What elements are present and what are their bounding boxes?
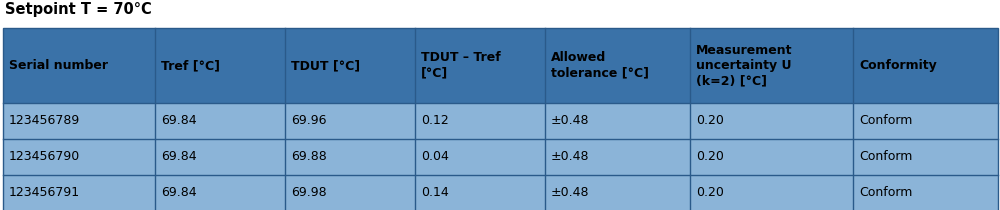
Text: Allowed
tolerance [°C]: Allowed tolerance [°C] — [551, 51, 649, 80]
Text: TDUT [°C]: TDUT [°C] — [291, 59, 360, 72]
Text: Conformity: Conformity — [859, 59, 937, 72]
Bar — [3, 28, 998, 210]
Text: 123456791: 123456791 — [9, 186, 80, 199]
Text: 0.20: 0.20 — [696, 151, 724, 164]
Text: Serial number: Serial number — [9, 59, 108, 72]
Text: Conform: Conform — [859, 186, 912, 199]
Text: 69.96: 69.96 — [291, 114, 326, 127]
Text: 123456789: 123456789 — [9, 114, 80, 127]
Bar — [3, 175, 998, 210]
Text: Conform: Conform — [859, 151, 912, 164]
Text: 123456790: 123456790 — [9, 151, 80, 164]
Text: TDUT – Tref
[°C]: TDUT – Tref [°C] — [421, 51, 501, 80]
Text: ±0.48: ±0.48 — [551, 186, 590, 199]
Text: 69.98: 69.98 — [291, 186, 327, 199]
Text: 0.20: 0.20 — [696, 114, 724, 127]
Text: 69.88: 69.88 — [291, 151, 327, 164]
Text: 0.04: 0.04 — [421, 151, 449, 164]
Text: Tref [°C]: Tref [°C] — [161, 59, 220, 72]
Text: Measurement
uncertainty U
(k=2) [°C]: Measurement uncertainty U (k=2) [°C] — [696, 43, 792, 88]
Bar — [3, 103, 998, 139]
Text: 0.20: 0.20 — [696, 186, 724, 199]
Text: Conform: Conform — [859, 114, 912, 127]
Text: 69.84: 69.84 — [161, 151, 197, 164]
Text: Setpoint T = 70°C: Setpoint T = 70°C — [5, 2, 152, 17]
Bar — [3, 28, 998, 103]
Text: 69.84: 69.84 — [161, 114, 197, 127]
Bar — [3, 139, 998, 175]
Text: 0.12: 0.12 — [421, 114, 449, 127]
Text: 69.84: 69.84 — [161, 186, 197, 199]
Text: ±0.48: ±0.48 — [551, 114, 590, 127]
Text: 0.14: 0.14 — [421, 186, 449, 199]
Text: ±0.48: ±0.48 — [551, 151, 590, 164]
